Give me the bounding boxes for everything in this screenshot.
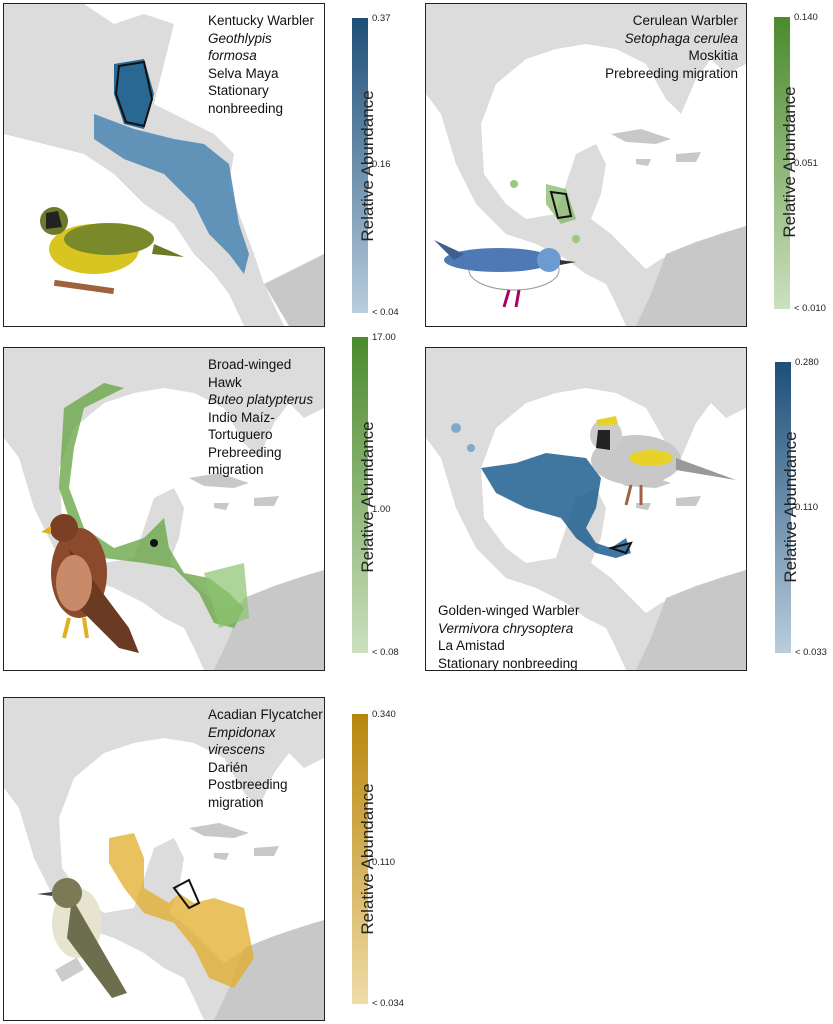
common-name: Acadian Flycatcher [208,707,323,722]
legend-max: 17.00 [372,332,396,343]
map [426,4,746,326]
map-panel-kentucky-warbler: Kentucky Warbler Geothlypis formosa Selv… [3,3,325,327]
legend-min: < 0.034 [372,998,404,1009]
map [4,4,324,326]
legend-color-bar [775,362,791,653]
map [4,698,324,1020]
season: Prebreeding migration [208,444,282,478]
legend-mid: 0.051 [794,158,818,169]
season: Prebreeding migration [605,65,738,81]
legend-max: 0.37 [372,13,391,24]
legend-mid: 0.110 [372,857,396,868]
scientific-name: Buteo platypterus [208,392,314,407]
legend-min: < 0.010 [794,303,826,314]
season: Stationary nonbreeding [438,655,578,671]
common-name: Kentucky Warbler [208,13,315,28]
map-panel-broad-winged-hawk: Broad-winged Hawk Buteo platypterus Indi… [3,347,325,671]
site-name: Indio Maíz-Tortuguero [208,409,275,443]
color-legend: 0.37 0.16 < 0.04 Relative Abundance [328,13,408,318]
color-legend: 0.340 0.110 < 0.034 Relative Abundance [328,709,408,1014]
map-panel-acadian-flycatcher: Acadian Flycatcher Empidonax virescens D… [3,697,325,1021]
site-name: La Amistad [438,638,505,653]
common-name: Golden-winged Warbler [438,603,580,618]
species-info: Broad-winged Hawk Buteo platypterus Indi… [208,356,324,479]
species-info: Acadian Flycatcher Empidonax virescens D… [208,706,324,811]
common-name: Broad-winged Hawk [208,357,292,390]
season: Postbreeding migration [208,777,288,810]
bird-illustration-acadian-flycatcher [37,878,127,998]
legend-min: < 0.04 [372,307,399,318]
site-name: Moskitia [688,48,738,63]
species-info: Kentucky Warbler Geothlypis formosa Selv… [208,12,324,117]
map [4,348,324,670]
scientific-name: Empidonax virescens [208,724,276,758]
color-legend: 17.00 1.00 < 0.08 Relative Abundance [328,332,408,658]
bird-illustration-cerulean-warbler [434,240,576,308]
map-panel-cerulean-warbler: Cerulean Warbler Setophaga cerulea Moski… [425,3,747,327]
species-info: Cerulean Warbler Setophaga cerulea Moski… [605,12,738,82]
bird-illustration-broad-winged-hawk [41,514,139,653]
species-info: Golden-winged Warbler Vermivora chrysopt… [438,602,580,671]
legend-color-bar [352,18,368,313]
scientific-name: Vermivora chrysoptera [438,620,574,636]
bird-illustration-kentucky-warbler [40,207,184,295]
site-name: Darién [208,759,248,775]
legend-color-bar [352,714,368,1004]
map-panel-golden-winged-warbler: Golden-winged Warbler Vermivora chrysopt… [425,347,747,671]
legend-color-bar [774,17,790,309]
legend-color-bar [352,337,368,653]
common-name: Cerulean Warbler [632,13,738,28]
legend-mid: 0.16 [372,159,391,170]
color-legend: 0.140 0.051 < 0.010 Relative Abundance [750,12,830,317]
color-legend: 0.280 0.110 < 0.033 Relative Abundance [751,357,831,662]
legend-title: Relative Abundance [780,86,799,238]
legend-max: 0.140 [794,12,818,23]
legend-title: Relative Abundance [358,783,377,935]
legend-min: < 0.033 [795,647,827,658]
scientific-name: Geothlypis formosa [208,30,272,64]
legend-mid: 0.110 [795,502,819,513]
legend-max: 0.340 [372,709,396,720]
bird-illustration-golden-winged-warbler [590,416,736,506]
legend-title: Relative Abundance [358,421,377,573]
legend-max: 0.280 [795,357,819,368]
season: Stationary nonbreeding [208,83,284,116]
map [426,348,746,670]
legend-mid: 1.00 [372,504,391,515]
legend-min: < 0.08 [372,647,399,658]
scientific-name: Setophaga cerulea [624,30,738,46]
site-name: Selva Maya [208,65,279,81]
legend-title: Relative Abundance [358,90,377,242]
legend-title: Relative Abundance [781,431,800,583]
